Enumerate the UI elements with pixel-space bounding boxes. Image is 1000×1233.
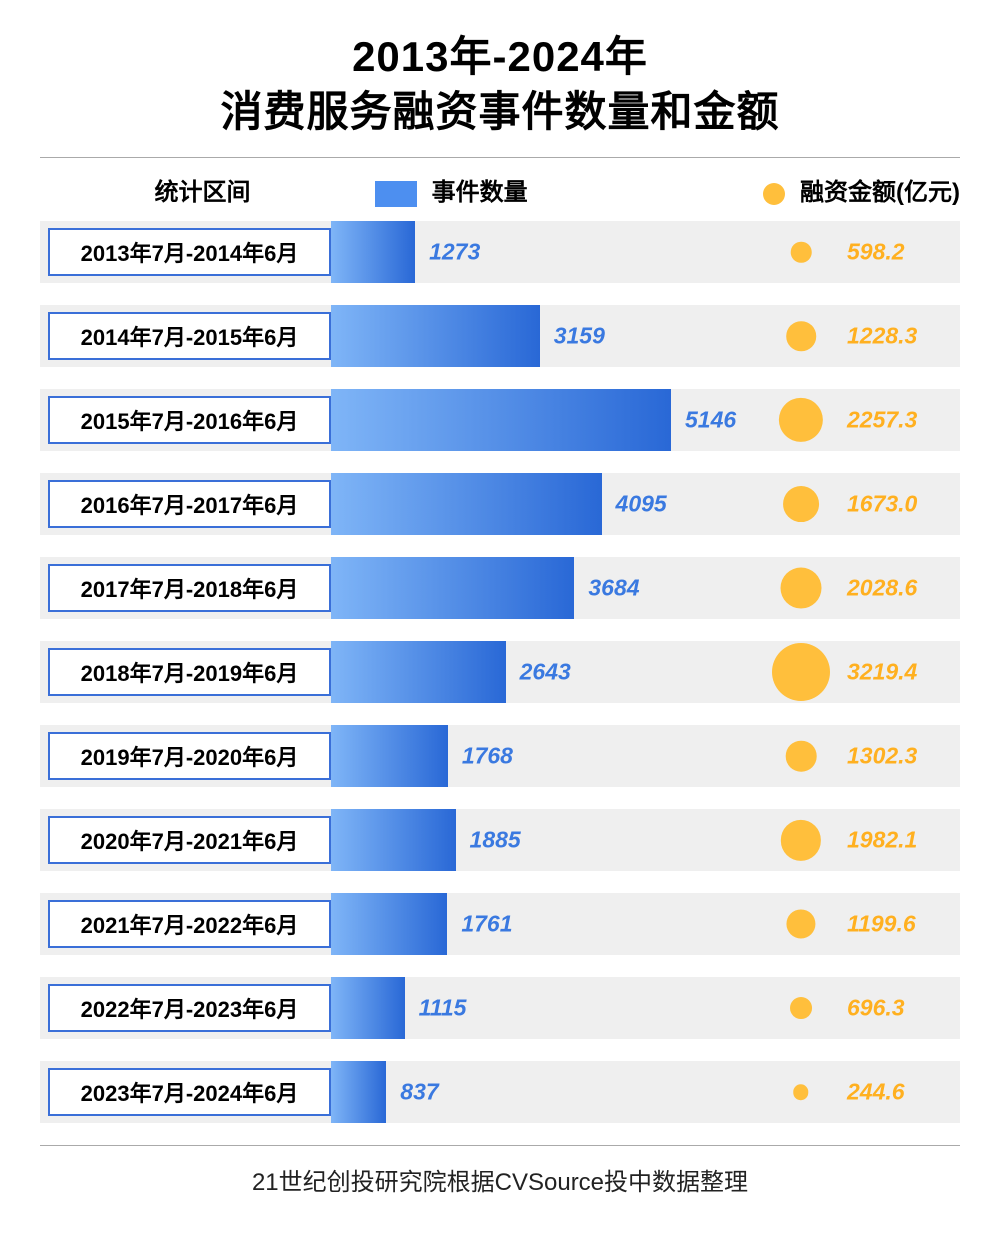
table-row: 2018年7月-2019年6月 2643 3219.4 bbox=[40, 641, 960, 703]
count-bar bbox=[331, 641, 506, 703]
amount-value: 1199.6 bbox=[847, 911, 916, 938]
amount-dot-icon bbox=[786, 910, 815, 939]
bar-area: 1761 1199.6 bbox=[331, 893, 960, 955]
bar-area: 3684 2028.6 bbox=[331, 557, 960, 619]
count-bar bbox=[331, 557, 574, 619]
bar-swatch-icon bbox=[375, 181, 417, 207]
table-row: 2021年7月-2022年6月 1761 1199.6 bbox=[40, 893, 960, 955]
chart-rows: 2013年7月-2014年6月 1273 598.2 2014年7月-2015年… bbox=[40, 221, 960, 1123]
amount-dot-icon bbox=[781, 820, 821, 860]
period-label: 2022年7月-2023年6月 bbox=[48, 984, 331, 1032]
bar-area: 4095 1673.0 bbox=[331, 473, 960, 535]
count-bar bbox=[331, 893, 447, 955]
table-row: 2014年7月-2015年6月 3159 1228.3 bbox=[40, 305, 960, 367]
amount-value: 1982.1 bbox=[847, 827, 917, 854]
period-label: 2013年7月-2014年6月 bbox=[48, 228, 331, 276]
count-value: 2643 bbox=[520, 659, 571, 686]
period-label: 2023年7月-2024年6月 bbox=[48, 1068, 331, 1116]
count-bar bbox=[331, 977, 405, 1039]
top-divider bbox=[40, 157, 960, 158]
count-bar bbox=[331, 389, 671, 451]
amount-value: 2257.3 bbox=[847, 407, 917, 434]
legend: 统计区间 事件数量 融资金额(亿元) bbox=[40, 172, 960, 207]
table-row: 2022年7月-2023年6月 1115 696.3 bbox=[40, 977, 960, 1039]
count-value: 837 bbox=[400, 1079, 438, 1106]
legend-amount-label: 融资金额(亿元) bbox=[800, 179, 960, 206]
amount-value: 3219.4 bbox=[847, 659, 917, 686]
legend-count-label: 事件数量 bbox=[432, 179, 528, 206]
period-label: 2021年7月-2022年6月 bbox=[48, 900, 331, 948]
amount-value: 2028.6 bbox=[847, 575, 917, 602]
table-row: 2013年7月-2014年6月 1273 598.2 bbox=[40, 221, 960, 283]
amount-value: 598.2 bbox=[847, 239, 905, 266]
period-label: 2016年7月-2017年6月 bbox=[48, 480, 331, 528]
count-bar bbox=[331, 1061, 386, 1123]
amount-dot-icon bbox=[786, 321, 816, 351]
table-row: 2020年7月-2021年6月 1885 1982.1 bbox=[40, 809, 960, 871]
amount-dot-icon bbox=[779, 398, 823, 442]
amount-dot-icon bbox=[781, 568, 822, 609]
table-row: 2015年7月-2016年6月 5146 2257.3 bbox=[40, 389, 960, 451]
period-label: 2020年7月-2021年6月 bbox=[48, 816, 331, 864]
amount-value: 1228.3 bbox=[847, 323, 917, 350]
title-line-1: 2013年-2024年 bbox=[40, 30, 960, 85]
amount-dot-icon bbox=[793, 1084, 808, 1099]
dot-swatch-icon bbox=[763, 183, 785, 205]
legend-amount: 融资金额(亿元) bbox=[763, 172, 960, 207]
count-bar bbox=[331, 809, 456, 871]
period-label: 2015年7月-2016年6月 bbox=[48, 396, 331, 444]
legend-period-label: 统计区间 bbox=[70, 172, 335, 207]
table-row: 2019年7月-2020年6月 1768 1302.3 bbox=[40, 725, 960, 787]
source-text: 21世纪创投研究院根据CVSource投中数据整理 bbox=[40, 1162, 960, 1197]
period-label: 2018年7月-2019年6月 bbox=[48, 648, 331, 696]
count-bar bbox=[331, 221, 415, 283]
count-value: 4095 bbox=[616, 491, 667, 518]
count-bar bbox=[331, 473, 602, 535]
period-label: 2019年7月-2020年6月 bbox=[48, 732, 331, 780]
bar-area: 1273 598.2 bbox=[331, 221, 960, 283]
bar-area: 5146 2257.3 bbox=[331, 389, 960, 451]
table-row: 2016年7月-2017年6月 4095 1673.0 bbox=[40, 473, 960, 535]
table-row: 2017年7月-2018年6月 3684 2028.6 bbox=[40, 557, 960, 619]
amount-dot-icon bbox=[786, 741, 817, 772]
count-value: 1761 bbox=[461, 911, 512, 938]
period-label: 2014年7月-2015年6月 bbox=[48, 312, 331, 360]
bar-area: 3159 1228.3 bbox=[331, 305, 960, 367]
count-bar bbox=[331, 305, 540, 367]
bar-area: 1768 1302.3 bbox=[331, 725, 960, 787]
bar-area: 837 244.6 bbox=[331, 1061, 960, 1123]
count-value: 3159 bbox=[554, 323, 605, 350]
count-value: 1273 bbox=[429, 239, 480, 266]
amount-value: 1673.0 bbox=[847, 491, 917, 518]
amount-dot-icon bbox=[783, 486, 819, 522]
count-value: 5146 bbox=[685, 407, 736, 434]
amount-dot-icon bbox=[772, 643, 830, 701]
count-value: 1768 bbox=[462, 743, 513, 770]
legend-count: 事件数量 bbox=[375, 172, 763, 207]
count-bar bbox=[331, 725, 448, 787]
table-row: 2023年7月-2024年6月 837 244.6 bbox=[40, 1061, 960, 1123]
amount-value: 244.6 bbox=[847, 1079, 905, 1106]
title-line-2: 消费服务融资事件数量和金额 bbox=[40, 85, 960, 140]
count-value: 3684 bbox=[588, 575, 639, 602]
bar-area: 2643 3219.4 bbox=[331, 641, 960, 703]
bar-area: 1885 1982.1 bbox=[331, 809, 960, 871]
amount-dot-icon bbox=[791, 242, 812, 263]
chart-title: 2013年-2024年 消费服务融资事件数量和金额 bbox=[40, 30, 960, 139]
amount-dot-icon bbox=[790, 997, 812, 1019]
amount-value: 1302.3 bbox=[847, 743, 917, 770]
period-label: 2017年7月-2018年6月 bbox=[48, 564, 331, 612]
bar-area: 1115 696.3 bbox=[331, 977, 960, 1039]
amount-value: 696.3 bbox=[847, 995, 905, 1022]
bottom-divider bbox=[40, 1145, 960, 1146]
count-value: 1885 bbox=[470, 827, 521, 854]
count-value: 1115 bbox=[419, 995, 467, 1022]
